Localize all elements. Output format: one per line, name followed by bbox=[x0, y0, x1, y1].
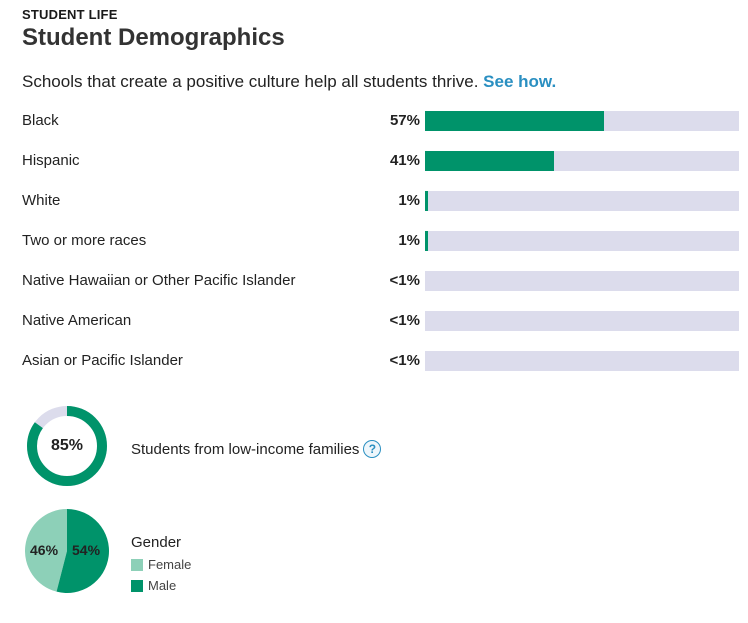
bar-label: Black bbox=[22, 112, 59, 129]
bar-row: Two or more races 1% bbox=[22, 231, 742, 253]
bar-value-label: 1% bbox=[398, 192, 420, 209]
bar-fill bbox=[425, 191, 429, 211]
low-income-donut: 85% bbox=[26, 405, 108, 487]
bar-label: Native American bbox=[22, 312, 132, 329]
bar-label: Hispanic bbox=[22, 152, 80, 169]
low-income-percent: 85% bbox=[50, 437, 84, 454]
bar-value-label: <1% bbox=[389, 272, 420, 289]
gender-pie: 46% 54% bbox=[25, 509, 109, 593]
low-income-label-text: Students from low-income families bbox=[131, 440, 360, 458]
bar-row: Black 57% bbox=[22, 111, 742, 133]
bar-track bbox=[425, 111, 739, 131]
bar-track bbox=[425, 351, 739, 371]
bar-track bbox=[425, 311, 739, 331]
bar-label: Two or more races bbox=[22, 232, 147, 249]
bar-label: Native Hawaiian or Other Pacific Islande… bbox=[22, 272, 296, 289]
bar-track bbox=[425, 191, 739, 211]
legend-swatch-female bbox=[131, 558, 143, 571]
bar-value-label: 41% bbox=[389, 152, 420, 169]
bar-row: Hispanic 41% bbox=[22, 151, 742, 173]
legend-label-male: Male bbox=[148, 578, 177, 593]
female-percent-label: 46% bbox=[30, 542, 59, 558]
help-icon[interactable]: ? bbox=[363, 440, 382, 458]
intro-sentence: Schools that create a positive culture h… bbox=[22, 72, 479, 91]
bar-fill bbox=[425, 151, 554, 171]
bar-track bbox=[425, 231, 739, 251]
bar-row: Asian or Pacific Islander <1% bbox=[22, 351, 742, 373]
section-eyebrow: STUDENT LIFE bbox=[22, 7, 118, 22]
legend-male: Male bbox=[131, 578, 176, 593]
gender-title: Gender bbox=[131, 534, 182, 551]
gender-pie-svg bbox=[25, 509, 109, 593]
pie-slice-male bbox=[56, 509, 109, 593]
male-percent-label: 54% bbox=[72, 542, 101, 558]
bar-row: White 1% bbox=[22, 191, 742, 213]
bar-value-label: 1% bbox=[398, 232, 420, 249]
bar-value-label: 57% bbox=[389, 112, 420, 129]
bar-label: Asian or Pacific Islander bbox=[22, 352, 183, 369]
see-how-link[interactable]: See how. bbox=[483, 72, 557, 91]
low-income-label: Students from low-income families ? bbox=[131, 440, 382, 458]
bar-row: Native Hawaiian or Other Pacific Islande… bbox=[22, 271, 742, 293]
legend-swatch-male bbox=[131, 579, 143, 592]
page-title: Student Demographics bbox=[22, 24, 285, 51]
bar-label: White bbox=[22, 192, 61, 209]
bar-track bbox=[425, 271, 739, 291]
bar-row: Native American <1% bbox=[22, 311, 742, 333]
low-income-donut-svg bbox=[27, 406, 107, 486]
pie-slice-female bbox=[25, 509, 67, 592]
intro-text: Schools that create a positive culture h… bbox=[22, 72, 556, 92]
bar-fill bbox=[425, 111, 604, 131]
legend-female: Female bbox=[131, 557, 191, 572]
bar-track bbox=[425, 151, 739, 171]
bar-fill bbox=[425, 231, 429, 251]
bar-value-label: <1% bbox=[389, 312, 420, 329]
legend-label-female: Female bbox=[148, 557, 192, 572]
bar-value-label: <1% bbox=[389, 352, 420, 369]
donut-value-arc bbox=[27, 406, 107, 486]
